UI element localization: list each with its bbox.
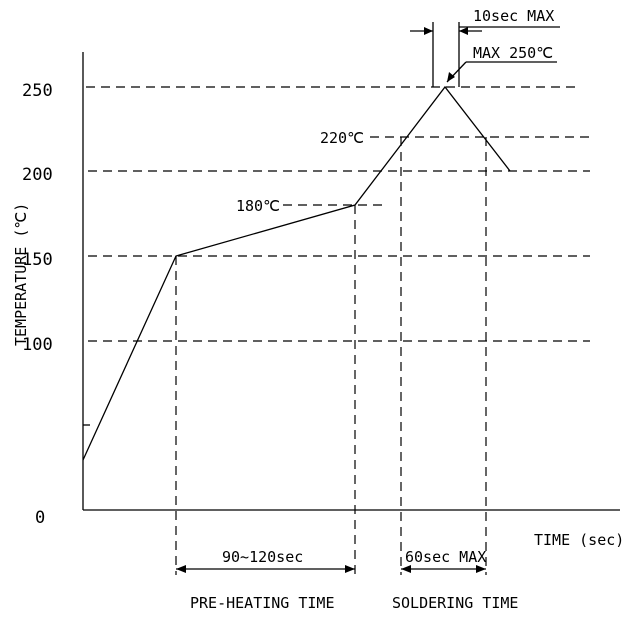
peak-time-label: 10sec MAX <box>473 7 554 25</box>
preheat-duration-label: 90~120sec <box>222 548 303 566</box>
x-axis-label: TIME (sec) <box>534 531 624 549</box>
temp-220-label: 220℃ <box>320 129 364 147</box>
peak-leader-arrow <box>447 72 455 82</box>
y-tick-0: 0 <box>35 508 45 528</box>
soldering-arrow-right <box>476 565 486 573</box>
temperature-profile-line <box>82 85 511 461</box>
soldering-duration-label: 60sec MAX <box>405 548 486 566</box>
y-tick-200: 200 <box>22 165 53 185</box>
y-tick-250: 250 <box>22 81 53 101</box>
temp-180-label: 180℃ <box>236 197 280 215</box>
y-axis-label: TEMPERATURE (℃) <box>12 203 30 346</box>
peak-temp-label: MAX 250℃ <box>473 44 553 62</box>
y-tick-100: 100 <box>22 335 53 355</box>
soldering-phase-label: SOLDERING TIME <box>392 594 518 612</box>
peak-arrowhead-right <box>459 27 468 35</box>
peak-arrowhead-left <box>424 27 433 35</box>
preheat-arrow-left <box>176 565 186 573</box>
preheat-phase-label: PRE-HEATING TIME <box>190 594 335 612</box>
y-tick-150: 150 <box>22 250 53 270</box>
soldering-arrow-left <box>401 565 411 573</box>
preheat-arrow-right <box>345 565 355 573</box>
